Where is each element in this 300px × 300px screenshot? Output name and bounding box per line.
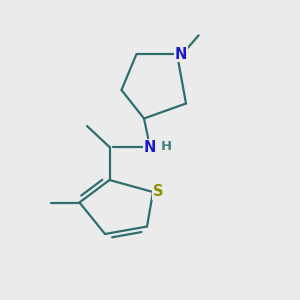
- Text: N: N: [174, 46, 187, 62]
- Text: H: H: [162, 140, 171, 154]
- Text: N: N: [144, 140, 156, 154]
- Text: N: N: [144, 140, 156, 154]
- Text: S: S: [153, 184, 164, 200]
- Text: H: H: [161, 140, 172, 154]
- Text: N: N: [174, 46, 187, 62]
- Text: S: S: [153, 184, 164, 200]
